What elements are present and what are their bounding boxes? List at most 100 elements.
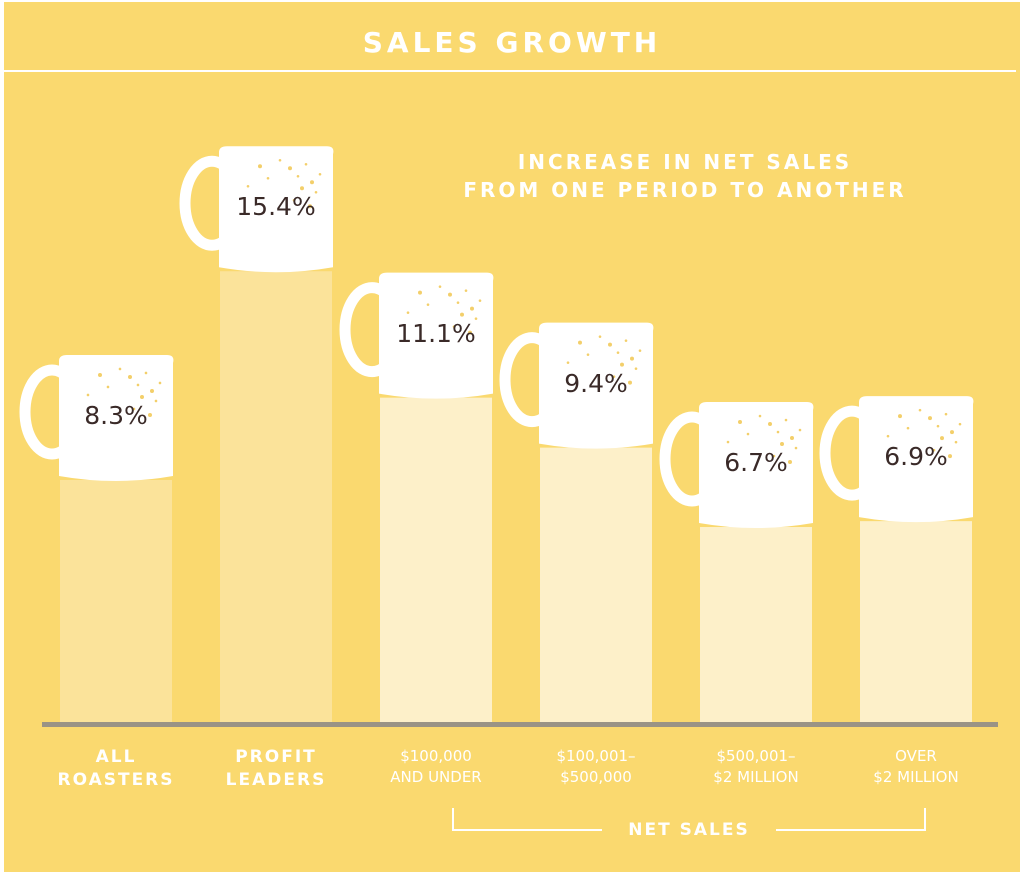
mug-speckle [918,408,922,412]
mug-speckle [628,380,632,385]
x-axis-baseline [42,722,998,727]
mug-speckle [318,172,322,176]
chart-subtitle: INCREASE IN NET SALES FROM ONE PERIOD TO… [430,148,940,204]
mug-speckle [906,426,910,430]
mug-speckle [448,292,452,297]
mug-speckle [426,303,430,306]
category-label-line: ROASTERS [57,770,175,790]
mug-speckle [406,311,410,314]
mug-speckle [132,407,136,411]
mug-speckle [790,436,794,441]
category-label-line: $500,001– [716,747,796,765]
bar-value-label: 15.4% [236,192,316,222]
bar-value-label: 6.9% [884,442,948,472]
subtitle-line-1: INCREASE IN NET SALES [517,150,853,174]
category-label-line: OVER [895,747,937,765]
mug-speckle [266,176,270,180]
mug-speckle [456,301,460,304]
mug-speckle [278,158,282,162]
mug-speckle [788,460,792,465]
mug-speckle [928,416,932,421]
mug-speckle [128,374,132,379]
mug-speckle [798,428,802,432]
mug-speckle [258,164,262,169]
mug-speckle [758,414,762,418]
mug-body [539,322,654,449]
mug-speckle [768,422,772,427]
title-divider [4,70,1016,72]
mug-speckle [624,339,628,342]
category-label-line: LEADERS [225,770,327,790]
mug-speckle [140,394,144,399]
mug-speckle [578,340,582,345]
mug-speckle [726,440,730,444]
mug-speckle [950,430,954,435]
category-label: OVER $2 MILLION [831,746,1001,788]
mug-speckle [616,351,620,354]
mug-speckle [566,361,570,364]
category-label-line: $2 MILLION [713,768,799,786]
mug-speckle [106,385,110,389]
mug-speckle [932,448,936,452]
mug-speckle [144,371,148,375]
mug-speckle [954,440,958,444]
mug-speckle [784,418,788,422]
mug-speckle [940,436,944,441]
mug-speckle [746,432,750,436]
bar-3 [540,447,652,724]
bar-value-label: 11.1% [396,318,476,348]
mug-speckle [300,186,304,191]
bar-1 [220,271,332,724]
mug-speckle [958,422,962,426]
coffee-mug-icon [179,146,334,273]
mug-body [219,146,334,273]
coffee-mug-icon [19,354,174,481]
bar-value-label: 6.7% [724,448,788,478]
coffee-mug-icon [339,272,494,399]
category-label-line: $100,000 [400,747,472,765]
bar-5 [860,521,972,724]
bar-4 [700,527,812,724]
category-label-line: ALL [95,747,137,767]
mug-speckle [794,446,798,450]
bar-value-label: 8.3% [84,400,148,430]
mug-speckle [464,289,468,292]
mug-speckle [612,375,616,378]
category-label-line: $100,001– [556,747,636,765]
category-label: $500,001– $2 MILLION [671,746,841,788]
mug-body [379,272,494,399]
category-label-line: PROFIT [235,747,317,767]
mug-speckle [246,184,250,188]
category-label: $100,000 AND UNDER [351,746,521,788]
bracket-left-line [452,829,602,831]
mug-speckle [886,434,890,438]
category-label-line: $500,000 [560,768,632,786]
bracket-right-tick [924,808,926,830]
mug-speckle [438,285,442,288]
mug-speckle [98,372,102,377]
mug-speckle [738,420,742,425]
bar-0 [60,479,172,724]
coffee-mug-icon [659,402,814,529]
bracket-left-tick [452,808,454,830]
mug-speckle [154,399,158,403]
mug-speckle [460,312,464,317]
mug-speckle [150,388,154,393]
mug-speckle [308,204,312,209]
mug-speckle [772,454,776,458]
mug-speckle [288,166,292,171]
mug-speckle [304,162,308,166]
mug-speckle [638,349,642,352]
mug-speckle [118,367,122,371]
mug-body [859,396,974,523]
mug-speckle [470,306,474,311]
mug-speckle [468,330,472,335]
mug-speckle [634,367,638,370]
category-label: PROFIT LEADERS [191,746,361,792]
mug-speckle [776,430,780,434]
mug-speckle [620,362,624,367]
mug-speckle [296,174,300,178]
subtitle-line-2: FROM ONE PERIOD TO ANOTHER [463,178,907,202]
mug-speckle [310,180,314,185]
mug-speckle [158,381,162,385]
